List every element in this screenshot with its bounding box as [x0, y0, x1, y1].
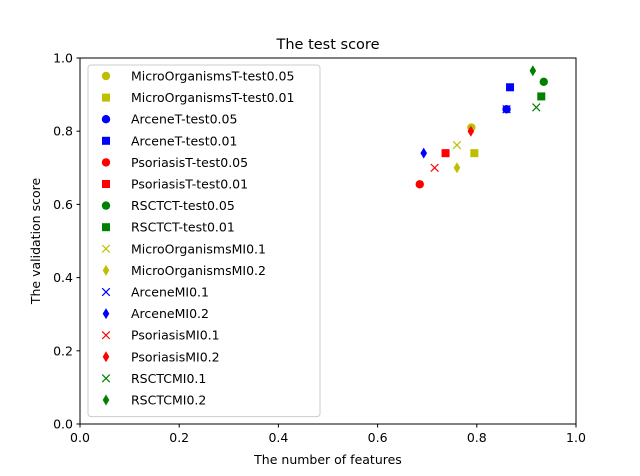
- legend-label: PsoriasisT-test0.01: [131, 177, 248, 192]
- legend-marker: [102, 223, 110, 232]
- data-point: [467, 125, 475, 137]
- y-tick-label: 1.0: [53, 51, 73, 66]
- legend-marker: [101, 158, 111, 167]
- legend-label: MicroOrganismsT-test0.05: [131, 69, 294, 84]
- data-point: [453, 162, 461, 174]
- legend-marker: [102, 351, 110, 363]
- legend-marker: [102, 93, 110, 102]
- legend-label: ArceneT-test0.05: [131, 112, 237, 127]
- x-tick-label: 1.0: [566, 430, 586, 445]
- legend-label: ArceneMI0.1: [131, 285, 209, 300]
- x-tick-label: 0.6: [368, 430, 388, 445]
- axes: 0.0 0.2 0.4 0.6 0.8 1.0 0.0 0.2 0.4 0.6 0.8 1.0: [53, 51, 586, 446]
- chart-title: The test score: [276, 37, 380, 53]
- legend-label: RSCTCT-test0.01: [131, 220, 235, 235]
- data-point: [452, 140, 462, 150]
- legend-label: PsoriasisT-test0.05: [131, 155, 248, 170]
- plot-area: [415, 65, 548, 189]
- legend-box: [87, 64, 321, 418]
- legend-marker: [101, 287, 111, 297]
- legend-label: ArceneT-test0.01: [131, 133, 237, 148]
- data-point: [441, 149, 450, 158]
- legend-marker: [101, 201, 111, 210]
- y-tick-label: 0.4: [53, 270, 73, 285]
- data-point: [420, 147, 428, 159]
- legend-label: PsoriasisMI0.2: [131, 349, 220, 364]
- data-point: [529, 65, 537, 77]
- legend-label: MicroOrganismsMI0.2: [131, 263, 266, 278]
- data-point: [502, 105, 511, 114]
- x-tick-label: 0.0: [70, 430, 90, 445]
- legend-marker: [102, 394, 110, 406]
- legend-marker: [102, 136, 110, 145]
- data-point: [532, 103, 541, 112]
- x-tick-label: 0.4: [268, 430, 288, 445]
- legend-marker: [101, 115, 111, 124]
- legend-marker: [102, 180, 110, 188]
- data-point: [537, 92, 546, 101]
- legend-label: RSCTCMI0.2: [131, 393, 206, 408]
- legend-label: MicroOrganismsT-test0.01: [131, 90, 294, 105]
- data-point: [506, 83, 515, 92]
- data-point: [415, 180, 424, 189]
- data-point: [539, 77, 548, 86]
- y-tick-label: 0.0: [53, 417, 73, 432]
- data-point: [470, 149, 479, 158]
- x-tick-label: 0.8: [467, 430, 487, 445]
- y-axis-label: The validation score: [28, 178, 43, 306]
- legend-marker: [102, 264, 110, 276]
- legend-label: RSCTCMI0.1: [131, 371, 206, 386]
- legend-label: RSCTCT-test0.05: [131, 198, 235, 213]
- legend-label: ArceneMI0.2: [131, 306, 209, 321]
- legend-label: PsoriasisMI0.1: [131, 328, 220, 343]
- data-point: [430, 163, 439, 173]
- y-tick-label: 0.8: [53, 124, 73, 139]
- legend-label: MicroOrganismsMI0.1: [131, 241, 266, 256]
- x-axis-label: The number of features: [253, 452, 402, 467]
- legend-marker: [101, 330, 111, 340]
- legend-marker: [101, 71, 111, 81]
- x-tick-label: 0.2: [169, 430, 189, 445]
- legend-marker: [101, 244, 111, 254]
- plot-frame: [79, 57, 577, 425]
- legend-marker: [102, 308, 110, 320]
- legend-marker: [101, 374, 111, 383]
- y-tick-label: 0.2: [53, 343, 73, 358]
- legend: MicroOrganismsT-test0.05 MicroOrganismsT-…: [87, 64, 321, 418]
- y-tick-label: 0.6: [53, 197, 73, 212]
